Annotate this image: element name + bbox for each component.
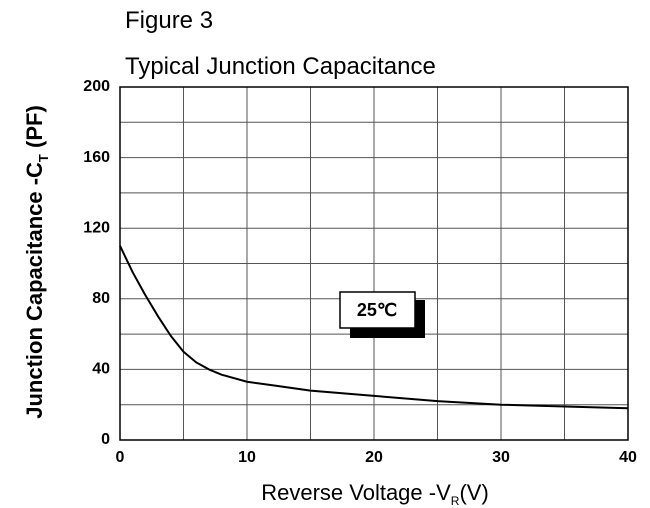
y-axis-label: Junction Capacitance -CT (PF)	[22, 105, 51, 419]
x-tick-label: 20	[365, 449, 383, 466]
y-axis-label-sub: T	[36, 154, 51, 162]
annotation-box	[339, 291, 416, 329]
y-tick-label: 80	[92, 290, 110, 307]
y-tick-label: 120	[83, 219, 110, 236]
annotation: 25℃	[357, 300, 397, 320]
chart-subtitle: Typical Junction Capacitance	[125, 53, 436, 80]
x-tick-label: 0	[116, 449, 125, 466]
x-axis-label: Reverse Voltage -VR(V)	[261, 480, 489, 508]
x-axis-label-text: Reverse Voltage -V	[261, 480, 451, 505]
y-axis-label-unit: (PF)	[22, 105, 47, 154]
y-tick-label: 0	[101, 431, 110, 448]
y-tick-label: 160	[83, 149, 110, 166]
x-tick-label: 40	[619, 449, 637, 466]
y-axis-label-text: Junction Capacitance -C	[22, 162, 47, 419]
x-tick-label: 30	[492, 449, 510, 466]
plot-area: 0 10 20 30 40 0 40 80 120 160 200	[83, 78, 637, 466]
x-axis-label-sub: R	[451, 494, 460, 508]
data-line	[119, 245, 629, 410]
chart-title: Figure 3	[125, 7, 213, 34]
x-tick-label: 10	[238, 449, 256, 466]
x-axis-label-unit: (V)	[459, 480, 488, 505]
y-tick-label: 200	[83, 78, 110, 95]
plot-border	[119, 86, 629, 441]
y-tick-label: 40	[92, 361, 110, 378]
